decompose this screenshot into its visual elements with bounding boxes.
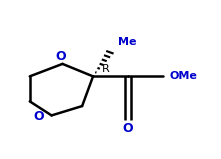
Text: OMe: OMe bbox=[170, 71, 197, 81]
Text: O: O bbox=[55, 50, 66, 63]
Text: O: O bbox=[123, 122, 133, 135]
Text: R: R bbox=[102, 64, 110, 74]
Text: O: O bbox=[33, 111, 44, 124]
Text: Me: Me bbox=[118, 37, 137, 47]
